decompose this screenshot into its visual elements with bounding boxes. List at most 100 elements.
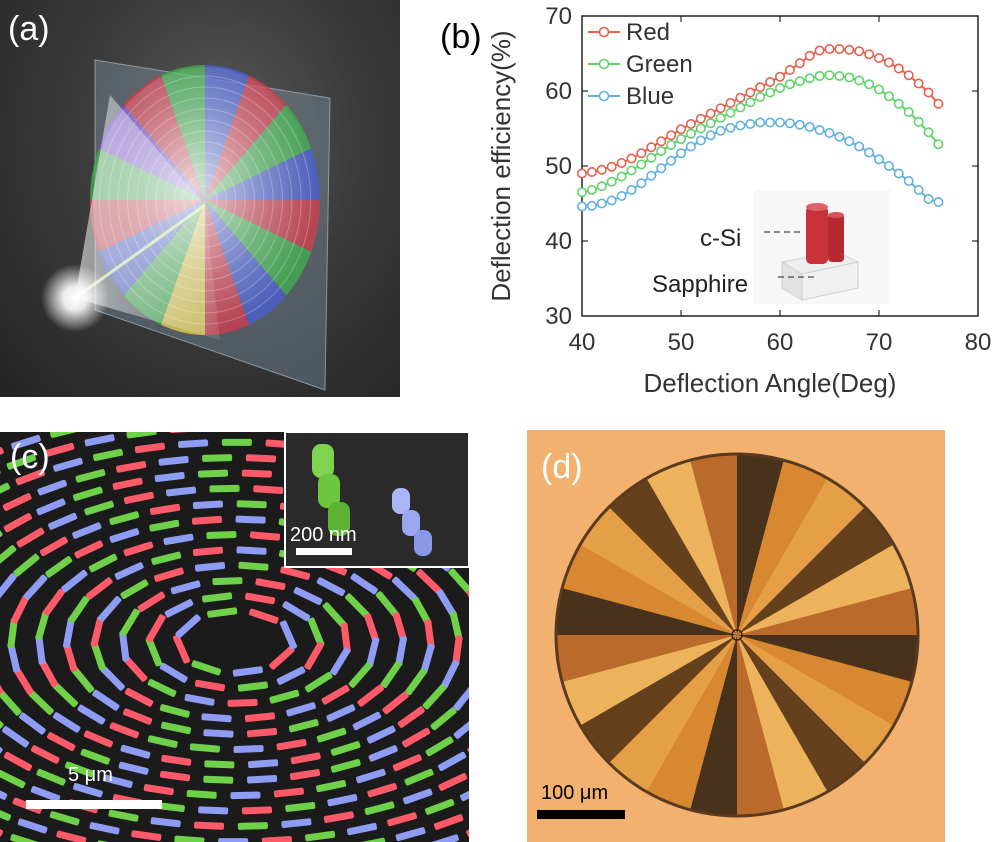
nanopillar-segment bbox=[235, 515, 266, 524]
nanopillar-segment bbox=[392, 754, 422, 772]
scale-bar bbox=[26, 800, 162, 809]
nanopillar-segment bbox=[304, 641, 324, 670]
nanopillar-segment bbox=[30, 745, 60, 764]
nanopillar-segment bbox=[397, 706, 425, 728]
nanopillar-segment bbox=[357, 684, 384, 707]
nanopillar-segment bbox=[75, 469, 106, 483]
nanopillar-segment bbox=[253, 485, 284, 495]
nanopillar-segment bbox=[0, 545, 17, 568]
nanopillar-segment bbox=[174, 835, 205, 842]
data-point-green bbox=[646, 152, 657, 163]
inset-scale-bar bbox=[296, 548, 352, 555]
nanopillar-segment bbox=[154, 567, 184, 582]
nanopillar-segment bbox=[323, 811, 354, 823]
nanopillar-segment bbox=[316, 577, 346, 597]
light-source bbox=[41, 264, 109, 332]
nanopillar-segment bbox=[0, 781, 8, 800]
nanopillar-segment bbox=[64, 761, 95, 778]
nanopillar-segment bbox=[236, 500, 267, 509]
nanopillar-segment bbox=[6, 454, 37, 470]
data-point-red bbox=[725, 98, 736, 109]
panel-a-illustration: (a) bbox=[0, 0, 400, 397]
data-point-green bbox=[893, 98, 904, 109]
nanopillar-segment bbox=[404, 768, 434, 786]
panel-b-chart: 40 50 60 70 80 30 40 50 60 70 Deflection Angle(Deg… bbox=[420, 0, 1000, 410]
nanopillar-segment bbox=[416, 569, 442, 594]
data-point-red bbox=[755, 82, 766, 93]
nanopillar-segment bbox=[247, 759, 279, 769]
nanopillar-segment bbox=[345, 593, 370, 619]
nanopillar-segment bbox=[246, 727, 278, 738]
data-point-blue bbox=[903, 176, 914, 187]
data-point-blue bbox=[577, 201, 588, 212]
data-point-blue bbox=[824, 128, 835, 139]
nanopillar-segment bbox=[2, 493, 32, 511]
nanopillar-segment bbox=[293, 587, 323, 605]
data-point-red bbox=[685, 119, 696, 130]
data-point-blue bbox=[725, 122, 736, 133]
nanopillar-segment bbox=[352, 711, 382, 731]
nanopillar-segment bbox=[53, 457, 83, 472]
nanopillar-segment bbox=[255, 578, 286, 590]
data-point-red bbox=[844, 44, 855, 55]
fan-sector bbox=[737, 635, 911, 725]
data-point-blue bbox=[913, 185, 924, 196]
x-tick-label: 60 bbox=[767, 329, 794, 356]
data-point-red bbox=[695, 113, 706, 124]
nanopillar-segment bbox=[149, 503, 181, 515]
nanopillar-segment bbox=[350, 573, 378, 595]
data-point-green bbox=[824, 70, 835, 81]
data-point-blue bbox=[735, 120, 746, 131]
nanopillar-segment bbox=[0, 482, 11, 501]
x-axis-label: Deflection Angle(Deg) bbox=[644, 368, 897, 398]
data-point-blue bbox=[616, 191, 627, 202]
nanopillar-segment bbox=[346, 822, 378, 836]
data-point-blue bbox=[883, 161, 894, 172]
nanopillar-segment bbox=[246, 774, 278, 784]
nanopillar-segment bbox=[137, 591, 166, 613]
nanopillar-segment bbox=[80, 748, 111, 765]
scale-label: 100 μm bbox=[541, 782, 609, 804]
nanopillar-segment bbox=[276, 666, 306, 685]
data-point-green bbox=[923, 127, 934, 138]
data-point-green bbox=[636, 159, 647, 170]
data-point-green bbox=[616, 171, 627, 182]
data-point-blue bbox=[923, 194, 934, 205]
nanopillar-segment bbox=[340, 622, 351, 653]
sapphire-front bbox=[801, 261, 859, 301]
fan-sector bbox=[737, 507, 893, 635]
nanopillar-segment bbox=[330, 647, 351, 676]
nanopillar-segment bbox=[169, 432, 200, 434]
data-point-green bbox=[804, 73, 815, 84]
nanopillar-segment bbox=[288, 719, 319, 733]
nanopillar-segment bbox=[368, 745, 398, 762]
data-point-blue bbox=[794, 119, 805, 130]
nanopillar-segment bbox=[109, 511, 140, 525]
nanopillar-segment bbox=[0, 690, 22, 716]
nanopillar-segment bbox=[0, 704, 4, 729]
data-point-blue bbox=[864, 147, 875, 158]
nanopillar-segment bbox=[72, 522, 102, 539]
nanopillar-segment bbox=[68, 595, 90, 624]
nanopillar-segment bbox=[395, 636, 407, 667]
nanopillar-segment bbox=[159, 704, 190, 718]
nanopillar-segment bbox=[212, 577, 243, 586]
nanopillar-segment bbox=[7, 618, 18, 649]
fan-sector bbox=[737, 588, 917, 635]
nanopillar-segment bbox=[244, 592, 276, 605]
data-point-blue bbox=[606, 195, 617, 206]
nanopillar-segment bbox=[36, 498, 66, 516]
nanopillar-segment bbox=[249, 531, 281, 541]
nanopillar-segment bbox=[184, 694, 215, 706]
panel-d-label: (d) bbox=[541, 448, 583, 486]
nanopillar-segment bbox=[108, 809, 139, 822]
nanopillar-segment bbox=[438, 773, 468, 791]
data-point-red bbox=[606, 161, 617, 172]
fan-sector bbox=[609, 479, 737, 635]
legend-marker-red bbox=[598, 26, 610, 38]
nanopillar-segment bbox=[90, 616, 104, 647]
data-point-green bbox=[873, 84, 884, 95]
data-point-red bbox=[913, 78, 924, 89]
nanopillar-segment bbox=[261, 835, 292, 842]
nanopillar-segment bbox=[146, 614, 166, 643]
